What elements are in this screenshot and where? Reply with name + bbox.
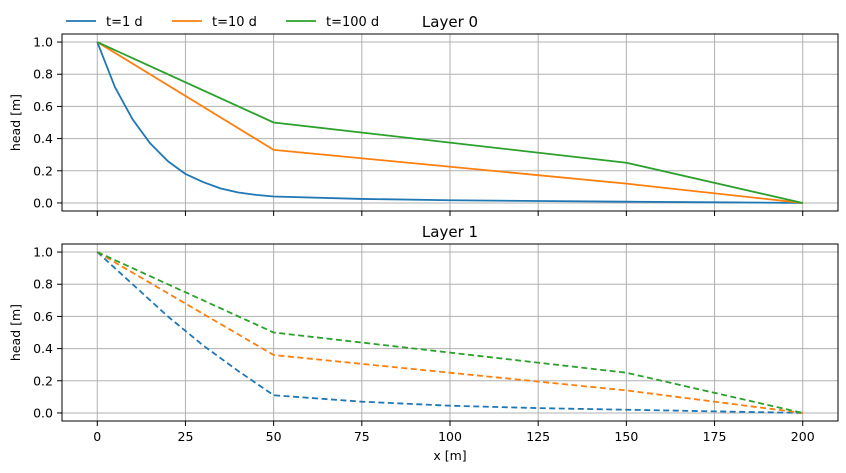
p1-xtick-label-1: 25 — [178, 429, 194, 444]
legend-label-1: t=1 d — [106, 15, 143, 30]
p1-ytick-label-4: 0.8 — [33, 277, 53, 292]
p0-ylabel: head [m] — [8, 94, 23, 151]
p1-ytick-label-1: 0.2 — [33, 373, 53, 388]
p0-series-0 — [96, 41, 803, 204]
p1-xtick-label-8: 200 — [791, 429, 815, 444]
p1-series-0 — [96, 251, 803, 414]
p1-xlabel: x [m] — [433, 448, 466, 463]
p1-xtick-label-5: 125 — [526, 429, 550, 444]
legend-label-2: t=10 d — [212, 15, 257, 30]
p1-xtick-label-6: 150 — [614, 429, 638, 444]
p0-ytick-label-0: 0.0 — [33, 195, 53, 210]
panel-layer-0: 0.0 0.2 0.4 0.6 0.8 1.0 Layer 0 head [m] — [8, 13, 839, 216]
p0-ytick-label-5: 1.0 — [33, 35, 53, 50]
legend-label-3: t=100 d — [326, 15, 379, 30]
p1-xtick-label-4: 100 — [438, 429, 462, 444]
panel-layer-1: 0 25 50 75 100 125 150 175 200 0.0 0.2 0.4 0.6 0.8 1.0… — [8, 223, 839, 463]
p1-ylabel: head [m] — [8, 304, 23, 361]
p0-ytick-label-3: 0.6 — [33, 99, 53, 114]
p1-ytick-label-0: 0.0 — [33, 405, 53, 420]
p1-ytick-label-2: 0.4 — [33, 341, 53, 356]
p1-xtick-label-7: 175 — [703, 429, 727, 444]
p0-title: Layer 0 — [422, 13, 478, 31]
p1-ytick-label-5: 1.0 — [33, 245, 53, 260]
p1-series-2 — [96, 251, 803, 414]
p1-xtick-label-0: 0 — [93, 429, 101, 444]
p0-ytick-label-1: 0.2 — [33, 163, 53, 178]
p0-series-1 — [96, 41, 803, 204]
p0-series-2 — [96, 41, 803, 204]
p0-ytick-label-4: 0.8 — [33, 67, 53, 82]
p1-ytick-label-3: 0.6 — [33, 309, 53, 324]
p0-ytick-label-2: 0.4 — [33, 131, 53, 146]
p1-xtick-label-3: 75 — [354, 429, 370, 444]
legend: t=1 d t=10 d t=100 d — [66, 15, 379, 30]
p1-title: Layer 1 — [422, 223, 478, 241]
p1-series-1 — [96, 251, 803, 414]
p1-xtick-label-2: 50 — [266, 429, 282, 444]
